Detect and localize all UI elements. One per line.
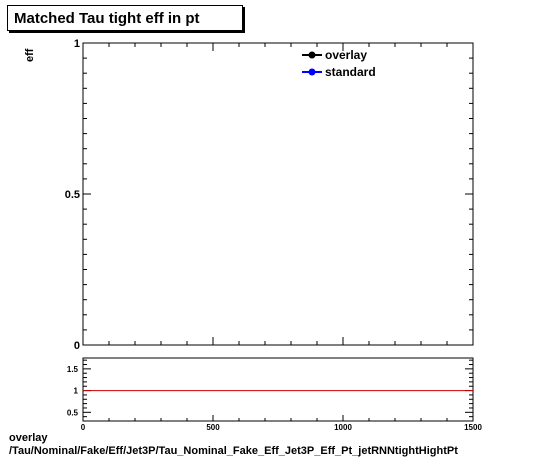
main-y-ticks: [83, 42, 473, 346]
y-tick-label: 0: [74, 340, 80, 352]
main-x-ticks: [82, 43, 474, 345]
footer-overlay-label: overlay: [9, 432, 48, 444]
y-tick-label: 1: [74, 38, 80, 50]
x-tick-label: 0: [81, 423, 86, 432]
ratio-y-tick-label: 1: [74, 387, 79, 396]
x-tick-label: 1000: [334, 423, 352, 432]
x-tick-label: 1500: [464, 423, 482, 432]
legend-label-standard: standard: [325, 65, 376, 79]
ratio-tick-labels: 0.5 1 1.5 0 500 1000 1500: [67, 365, 483, 432]
legend-marker-overlay: [308, 51, 316, 59]
main-y-tick-labels: 00.51: [65, 38, 80, 352]
legend-label-overlay: overlay: [325, 48, 367, 62]
legend-marker-standard: [308, 68, 316, 76]
legend: overlay standard: [302, 48, 376, 79]
chart-title-box: Matched Tau tight eff in pt: [7, 5, 243, 31]
x-tick-label: 500: [206, 423, 220, 432]
chart-title: Matched Tau tight eff in pt: [14, 10, 200, 27]
y-tick-label: 0.5: [65, 189, 80, 201]
main-plot-frame: [82, 42, 474, 346]
ratio-y-tick-label: 0.5: [67, 408, 79, 417]
ratio-y-tick-label: 1.5: [67, 365, 79, 374]
ratio-plot-frame: [82, 357, 474, 422]
footer-path: /Tau/Nominal/Fake/Eff/Jet3P/Tau_Nominal_…: [9, 445, 458, 457]
